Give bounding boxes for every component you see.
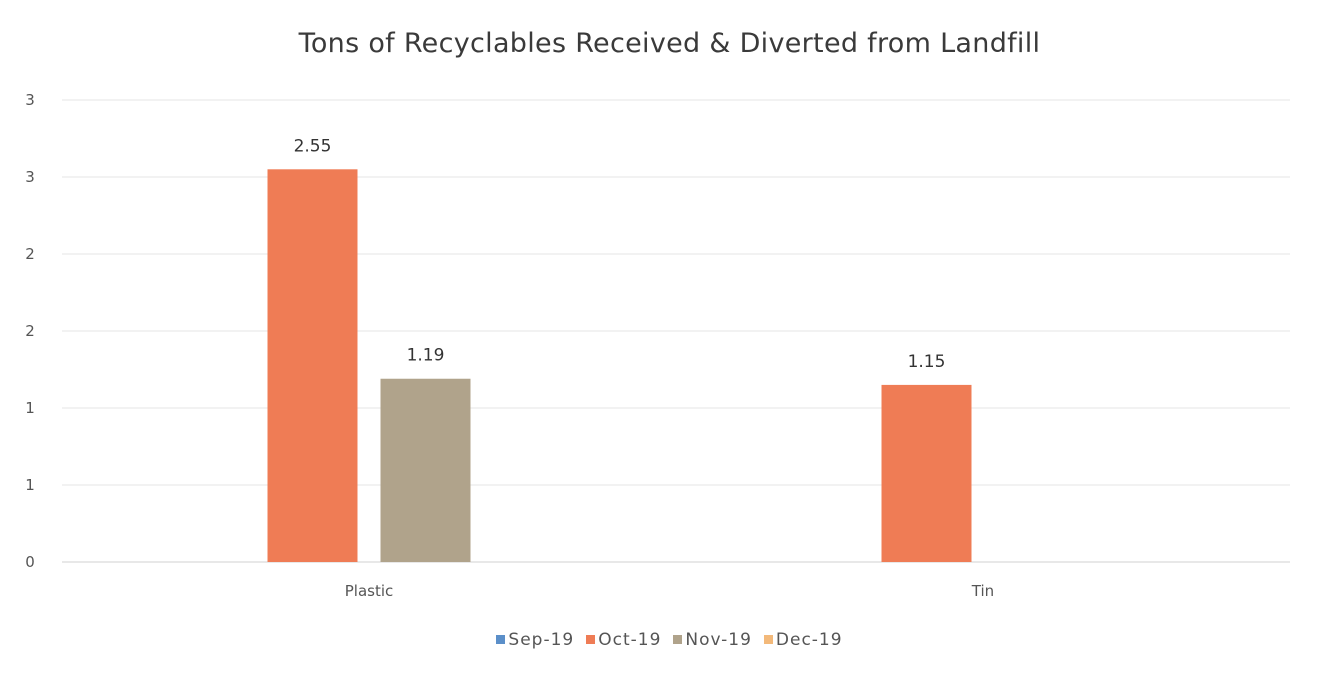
- y-tick-label: 1: [25, 399, 35, 417]
- bar-oct-19-tin: [881, 384, 972, 562]
- legend-label: Oct-19: [598, 630, 662, 650]
- data-label: 2.55: [294, 136, 332, 156]
- x-category-label: Tin: [971, 582, 994, 600]
- y-tick-label: 2: [25, 245, 35, 263]
- data-label: 1.15: [908, 352, 946, 372]
- legend-swatch: [586, 635, 596, 644]
- y-tick-label: 2: [25, 322, 35, 340]
- legend-swatch: [763, 635, 773, 644]
- bar-nov-19-plastic: [380, 378, 471, 562]
- data-label: 1.19: [407, 346, 445, 366]
- legend-swatch: [673, 635, 683, 644]
- x-category-label: Plastic: [345, 582, 394, 600]
- legend-label: Sep-19: [508, 630, 575, 650]
- y-tick-label: 3: [25, 91, 35, 109]
- y-tick-label: 0: [25, 553, 35, 571]
- y-tick-label: 3: [25, 168, 35, 186]
- legend-item: Sep-19: [496, 630, 574, 650]
- legend-label: Dec-19: [775, 630, 843, 650]
- legend-label: Nov-19: [685, 630, 752, 650]
- y-tick-label: 1: [25, 476, 35, 494]
- bar-oct-19-plastic: [267, 169, 358, 563]
- chart-legend: Sep-19 Oct-19 Nov-19 Dec-19: [0, 630, 1319, 650]
- legend-item: Dec-19: [763, 630, 843, 650]
- legend-item: Nov-19: [673, 630, 752, 650]
- legend-item: Oct-19: [586, 630, 661, 650]
- legend-swatch: [496, 635, 506, 644]
- chart-title: Tons of Recyclables Received & Diverted …: [298, 28, 1041, 59]
